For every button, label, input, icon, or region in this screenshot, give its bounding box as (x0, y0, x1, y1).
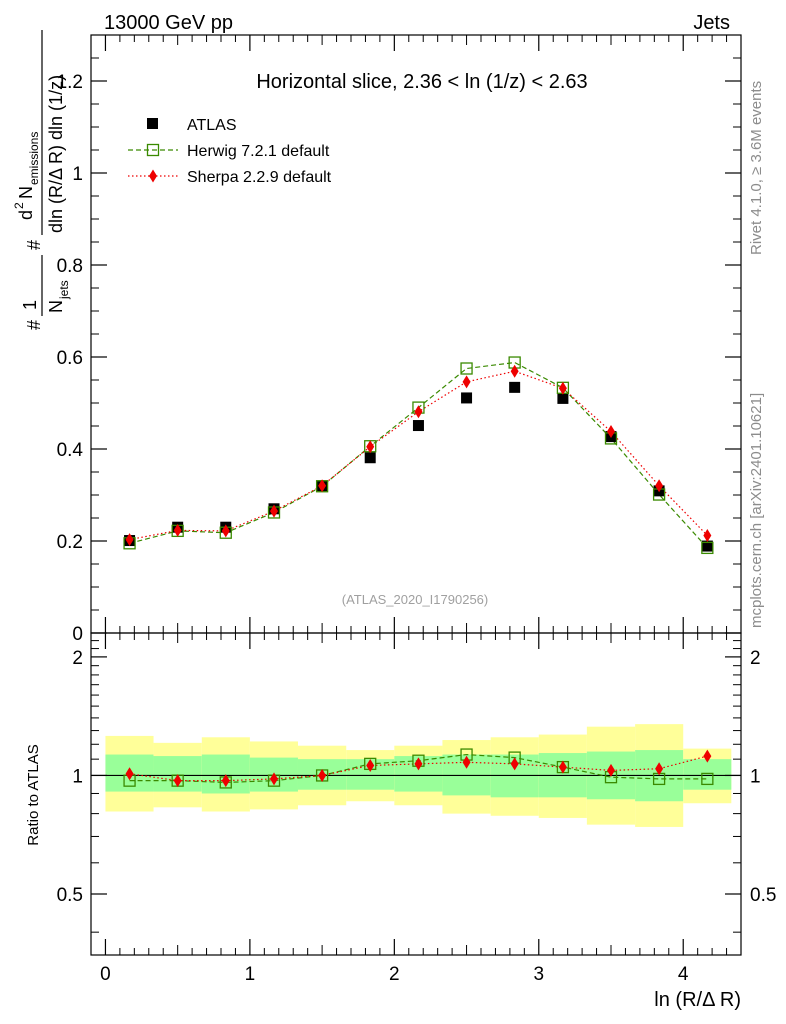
rivet-label: Rivet 4.1.0, ≥ 3.6M events (748, 81, 765, 255)
legend-atlas-label: ATLAS (187, 117, 237, 134)
main-herwig-line (129, 361, 708, 549)
ratio-sherpa-point (173, 774, 182, 788)
ratio-sherpa-point (125, 767, 134, 781)
ratio-y-axis-title: Ratio to ATLAS (25, 744, 42, 845)
ylabel-emissions: emissions (27, 132, 41, 185)
ylabel-one: 1 (20, 300, 40, 310)
main-herwig-point (460, 362, 473, 375)
ratio-band-inner (683, 759, 732, 790)
ratio-sherpa-point (366, 758, 375, 772)
ylabel-jets: jets (57, 280, 71, 300)
main-sherpa-point (173, 523, 182, 537)
atlas-point (509, 381, 521, 393)
main-sherpa-point (221, 524, 230, 538)
atlas-point (701, 540, 713, 552)
main-sherpa-point (318, 479, 327, 493)
main-sherpa-point (558, 381, 567, 395)
main-ytick-label: 0.6 (57, 348, 83, 369)
ratio-sherpa-point (510, 757, 519, 771)
ratio-sherpa-point (318, 768, 327, 782)
x-axis-title: ln (R/Δ R) (654, 989, 741, 1011)
ylabel-num: N (16, 186, 36, 199)
ratio-ytick-label-right: 0.5 (750, 885, 776, 906)
ratio-xtick-label: 4 (678, 964, 689, 985)
legend-sherpa-label: Sherpa 2.2.9 default (187, 169, 332, 186)
main-ytick-label: 1 (72, 164, 83, 185)
main-sherpa-point (366, 440, 375, 454)
ratio-sherpa-point (655, 762, 664, 776)
ratio-sherpa-point (607, 763, 615, 777)
ylabel-d: d (16, 210, 36, 220)
main-sherpa-point (703, 528, 712, 542)
main-y-axis-title: # 1 N jets # d 2 N emissions dln (R/Δ R)… (12, 30, 71, 330)
ratio-sherpa-point (414, 757, 423, 771)
ratio-herwig-point (701, 772, 714, 786)
ratio-ytick-label-right: 1 (750, 766, 761, 787)
ratio-xtick-label: 1 (245, 964, 256, 985)
ratio-series (123, 748, 714, 789)
main-sherpa-point (655, 479, 664, 493)
ratio-xtick-label: 0 (100, 964, 111, 985)
main-series (123, 356, 714, 555)
main-sherpa-line (129, 370, 708, 541)
legend-atlas-marker (147, 118, 158, 129)
ylabel-hash-2: # (24, 240, 44, 250)
ylabel-hash: # (24, 320, 44, 330)
mcplots-label: mcplots.cern.ch [arXiv:2401.10621] (748, 393, 765, 628)
ratio-sherpa-point (703, 749, 712, 763)
ylabel-two: 2 (12, 202, 26, 209)
main-sherpa-point (607, 425, 615, 439)
main-sherpa-point (510, 364, 519, 378)
main-ytick-label: 0.2 (57, 532, 83, 553)
ylabel-den: dln (R/Δ R) dln (1/z) (46, 75, 66, 233)
main-herwig-point (701, 541, 714, 555)
legend-herwig-label: Herwig 7.2.1 default (187, 143, 330, 160)
ylabel-n: N (46, 300, 66, 313)
ratio-panel: 0.5 0.5 1 1 2 2 0 1 2 3 4 Ratio to ATLAS ln (R/Δ R… (25, 632, 776, 1011)
main-ytick-label: 0.4 (57, 440, 84, 461)
legend-sherpa-marker (149, 169, 157, 183)
main-legend: ATLAS Herwig 7.2.1 default Sherpa 2.2.9 … (128, 117, 332, 186)
ratio-sherpa-point (462, 755, 471, 769)
main-chart-title: Horizontal slice, 2.36 < ln (1/z) < 2.63 (256, 71, 587, 93)
main-sherpa-point (462, 375, 471, 389)
main-panel: Horizontal slice, 2.36 < ln (1/z) < 2.63… (57, 34, 742, 645)
main-ytick-label: 0 (72, 624, 83, 645)
main-axes: 0 0.2 0.4 0.6 0.8 1 1.2 (57, 34, 741, 645)
main-sherpa-point (270, 504, 279, 518)
legend-entry-sherpa: Sherpa 2.2.9 default (128, 169, 332, 186)
analysis-label: (ATLAS_2020_I1790256) (342, 592, 488, 607)
ratio-ytick-label: 0.5 (57, 885, 83, 906)
atlas-point (412, 420, 424, 432)
ratio-xtick-label: 3 (533, 964, 544, 985)
main-sherpa-point (125, 533, 134, 547)
ratio-sherpa-point (558, 760, 567, 774)
legend-entry-atlas: ATLAS (147, 117, 237, 134)
ratio-ytick-label: 1 (72, 766, 83, 787)
ratio-sherpa-point (270, 772, 279, 786)
ratio-sherpa-point (221, 774, 230, 788)
process-label: Jets (693, 12, 730, 34)
atlas-point (364, 452, 376, 464)
ratio-xtick-label: 2 (389, 964, 400, 985)
legend-herwig-marker (146, 143, 160, 157)
main-ytick-label: 1.2 (57, 72, 83, 93)
main-ytick-label: 0.8 (57, 256, 83, 277)
main-sherpa-point (414, 405, 423, 419)
ratio-frame (90, 632, 742, 956)
legend-entry-herwig: Herwig 7.2.1 default (128, 143, 330, 160)
energy-label: 13000 GeV pp (104, 12, 233, 34)
ratio-axes: 0.5 0.5 1 1 2 2 0 1 2 3 4 (57, 633, 776, 985)
ratio-ytick-label-right: 2 (750, 648, 761, 669)
atlas-point (557, 392, 569, 404)
atlas-point (461, 392, 473, 404)
ratio-ytick-label: 2 (72, 648, 83, 669)
